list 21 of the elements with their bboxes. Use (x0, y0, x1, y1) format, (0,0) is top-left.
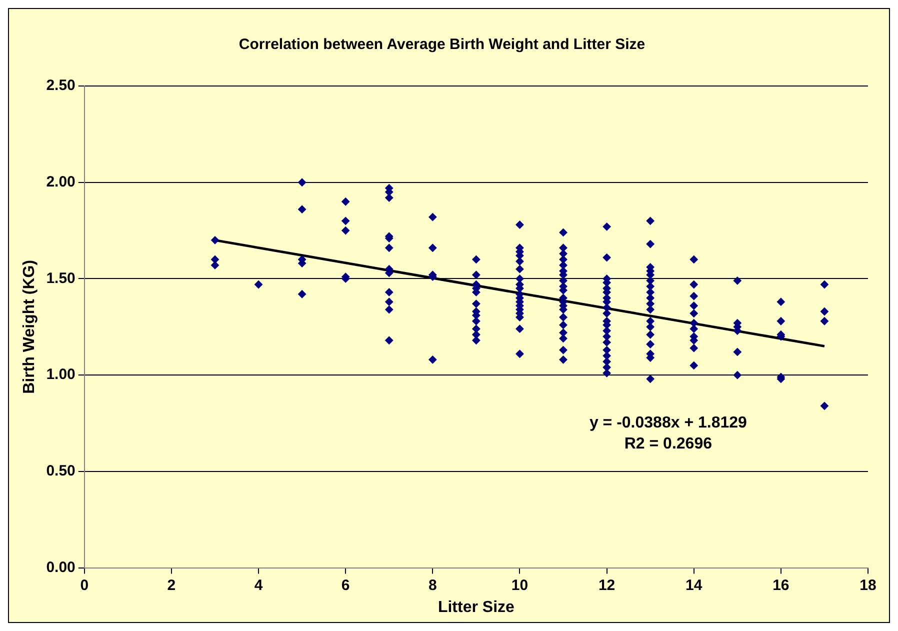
y-tick-label: 1.00 (46, 366, 76, 384)
y-tick-label: 0.00 (46, 558, 76, 576)
x-tick-label: 12 (598, 576, 616, 594)
y-tick-label: 2.00 (46, 174, 76, 190)
y-tick-label: 2.50 (46, 77, 76, 94)
x-tick-label: 0 (80, 576, 89, 594)
chart-title: Correlation between Average Birth Weight and Litter Size (238, 36, 646, 54)
x-tick-label: 6 (341, 576, 350, 594)
x-tick-label: 8 (428, 576, 437, 594)
x-tick-label: 2 (167, 576, 176, 594)
x-axis-title: Litter Size (438, 598, 515, 616)
y-tick-label: 1.50 (46, 270, 76, 287)
x-tick-label: 14 (686, 576, 703, 594)
y-tick-label: 0.50 (46, 462, 76, 480)
x-tick-label: 16 (772, 576, 790, 594)
x-tick-label: 10 (511, 576, 528, 594)
x-tick-label: 18 (860, 576, 876, 594)
annotation: y = -0.0388x + 1.8129 (589, 414, 748, 432)
annotation: R2 = 0.2696 (624, 436, 712, 453)
x-tick-label: 4 (254, 576, 264, 594)
y-axis-title: Birth Weight (KG) (21, 260, 38, 394)
